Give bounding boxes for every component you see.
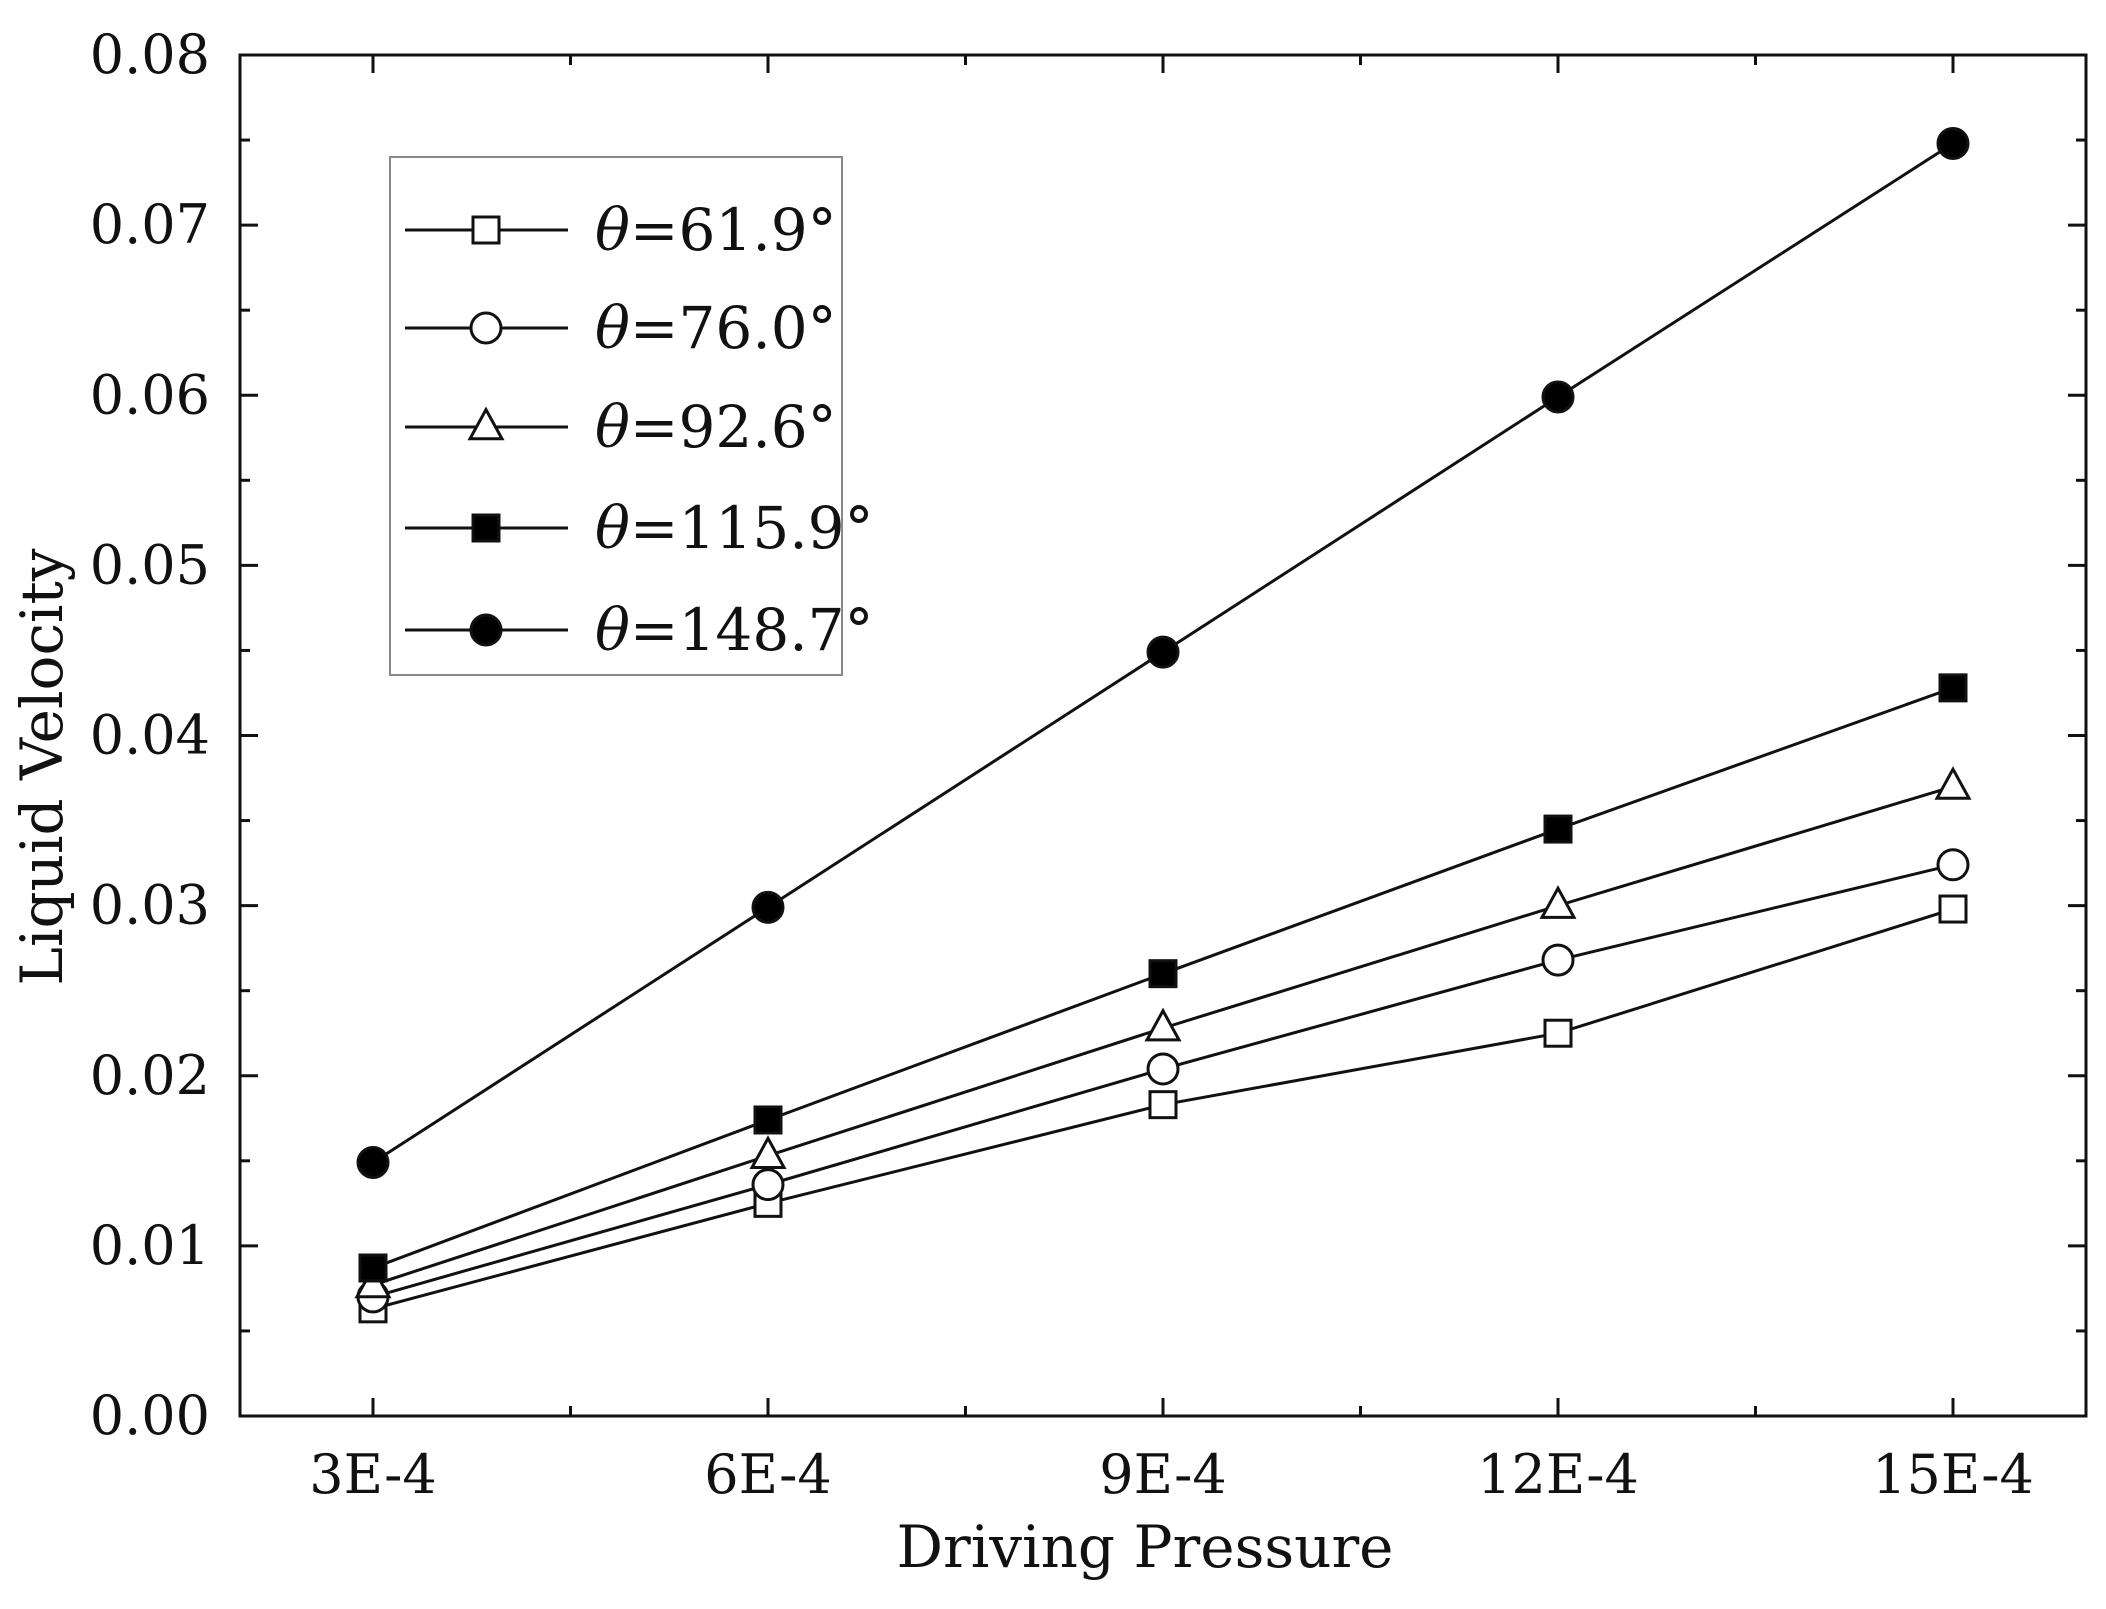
y-axis-ticks: 0.00 0.01 0.02 0.03 0.04 0.05 0.06 0.07 0.08 — [90, 23, 2086, 1447]
y-tick-label: 0.05 — [90, 533, 210, 596]
data-point — [1146, 635, 1180, 669]
legend-value: =61.9° — [630, 196, 837, 264]
legend-label: θ=115.9° — [595, 494, 874, 562]
data-point — [1543, 1018, 1573, 1048]
y-tick-label: 0.00 — [90, 1384, 210, 1447]
x-tick-label: 15E-4 — [1872, 1443, 2034, 1506]
data-point — [1541, 943, 1575, 977]
legend: θ=61.9°θ=76.0°θ=92.6°θ=115.9°θ=148.7° — [389, 156, 874, 676]
data-point — [1936, 126, 1970, 160]
series-4 — [358, 673, 1968, 1283]
x-tick-label: 3E-4 — [309, 1443, 436, 1506]
data-point — [1936, 848, 1970, 882]
legend-theta-symbol: θ — [595, 494, 630, 562]
legend-value: =76.0° — [630, 294, 837, 362]
data-point — [1144, 1007, 1182, 1042]
legend-label: θ=148.7° — [595, 596, 874, 664]
y-tick-label: 0.04 — [90, 704, 210, 767]
legend-item: θ=76.0° — [405, 294, 837, 362]
y-tick-label: 0.03 — [90, 874, 210, 937]
legend-marker — [469, 311, 503, 345]
legend-value: =92.6° — [630, 393, 837, 461]
data-point — [749, 1135, 787, 1169]
data-point — [751, 890, 785, 924]
legend-theta-symbol: θ — [595, 596, 630, 664]
series-3 — [354, 766, 1972, 1299]
data-point — [1541, 380, 1575, 414]
legend-item: θ=92.6° — [405, 393, 837, 461]
legend-marker — [471, 513, 501, 543]
y-tick-label: 0.07 — [90, 193, 210, 256]
data-point — [1934, 766, 1972, 800]
legend-item: θ=115.9° — [405, 494, 874, 562]
legend-theta-symbol: θ — [595, 393, 630, 461]
series-layer — [354, 126, 1972, 1324]
x-axis-ticks: 3E-4 6E-4 9E-4 12E-4 15E-4 — [309, 55, 2034, 1506]
legend-theta-symbol: θ — [595, 294, 630, 362]
y-axis-title: Liquid Velocity — [8, 548, 76, 985]
y-tick-label: 0.06 — [90, 363, 210, 426]
y-tick-label: 0.08 — [90, 23, 210, 86]
legend-item: θ=61.9° — [405, 196, 837, 264]
x-tick-label: 6E-4 — [704, 1443, 831, 1506]
x-axis-title: Driving Pressure — [896, 1513, 1393, 1581]
data-point — [356, 1146, 390, 1180]
data-point — [1938, 673, 1968, 703]
y-tick-label: 0.01 — [90, 1214, 210, 1277]
data-point — [1938, 894, 1968, 924]
x-tick-label: 9E-4 — [1099, 1443, 1226, 1506]
data-point — [358, 1253, 388, 1283]
legend-marker — [471, 215, 501, 245]
x-tick-label: 12E-4 — [1477, 1443, 1639, 1506]
legend-box — [389, 156, 843, 676]
data-point — [1146, 1052, 1180, 1086]
legend-label: θ=92.6° — [595, 393, 837, 461]
legend-label: θ=61.9° — [595, 196, 837, 264]
data-point — [753, 1105, 783, 1135]
data-point — [1539, 885, 1577, 919]
data-point — [1148, 959, 1178, 989]
legend-theta-symbol: θ — [595, 196, 630, 264]
legend-label: θ=76.0° — [595, 294, 837, 362]
series-2 — [356, 848, 1970, 1314]
series-5 — [356, 126, 1970, 1180]
y-tick-label: 0.02 — [90, 1044, 210, 1107]
legend-marker — [467, 406, 505, 441]
legend-value: =148.7° — [630, 596, 874, 664]
data-point — [1543, 814, 1573, 844]
data-point — [751, 1168, 785, 1202]
data-point — [1148, 1090, 1178, 1120]
legend-marker — [469, 613, 503, 647]
legend-value: =115.9° — [630, 494, 874, 562]
legend-item: θ=148.7° — [405, 596, 874, 664]
